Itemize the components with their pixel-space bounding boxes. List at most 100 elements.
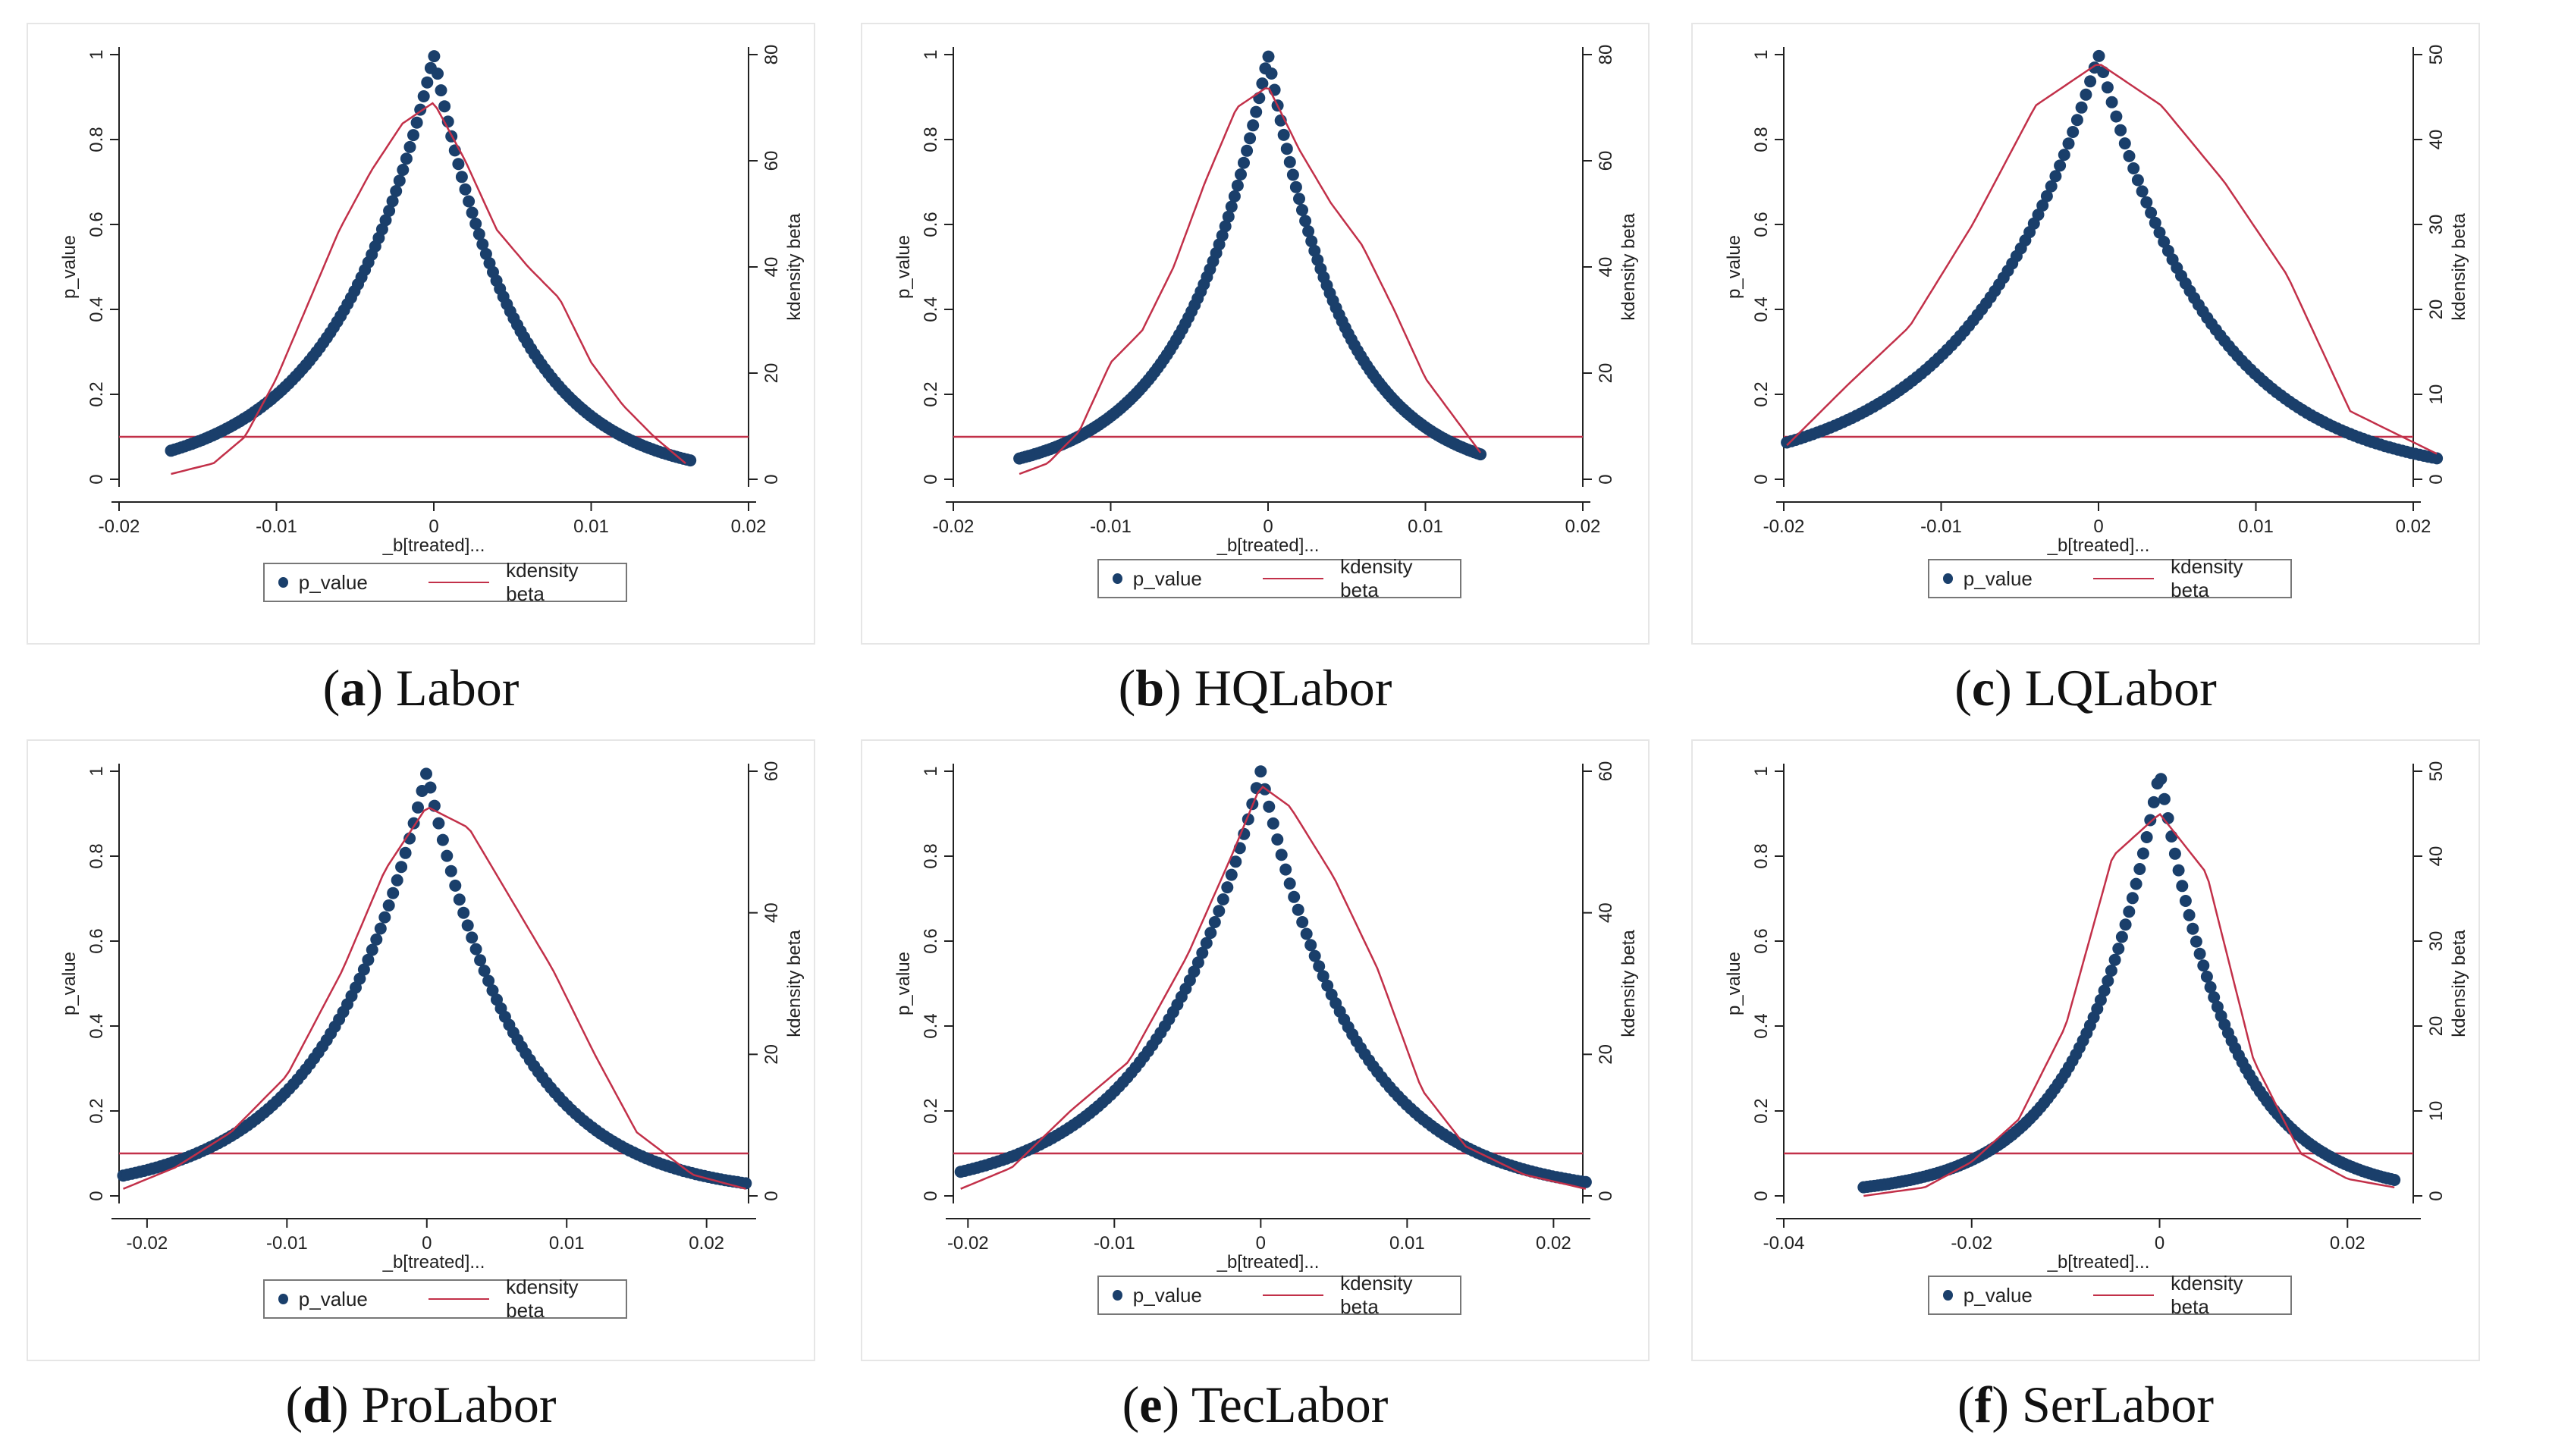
p-value-point	[1188, 965, 1201, 978]
caption-letter: f	[1974, 1376, 1992, 1433]
p-value-point	[474, 954, 487, 967]
p-value-point	[424, 781, 437, 794]
caption-f: (f) SerLabor	[1957, 1376, 2214, 1433]
x-tick-label: -0.04	[1763, 1233, 1805, 1254]
p-value-point	[1256, 77, 1269, 90]
y2-axis-title: kdensity beta	[2449, 213, 2469, 321]
p-value-point	[2136, 847, 2149, 860]
p-value-point	[1305, 235, 1318, 248]
legend-marker-kdensity	[428, 1298, 490, 1300]
p-value-point	[2094, 993, 2107, 1006]
kdensity-line	[123, 806, 746, 1190]
caption-letter: c	[1971, 659, 1995, 717]
p-value-point	[1263, 800, 1276, 813]
p-value-point	[403, 140, 416, 153]
legend-label-p-value: p_value	[298, 570, 368, 594]
p-value-point	[444, 864, 457, 877]
x-tick-label: -0.01	[256, 516, 297, 537]
p-value-point	[2067, 126, 2080, 138]
p-value-point	[684, 454, 697, 467]
p-value-point	[2123, 149, 2136, 162]
p-value-point	[1250, 105, 1263, 118]
y2-axis-title: kdensity beta	[784, 930, 805, 1037]
x-tick-label: 0.01	[1389, 1233, 1425, 1254]
p-value-point	[2119, 918, 2132, 931]
p-value-point	[432, 67, 444, 80]
p-value-point	[1238, 156, 1250, 169]
x-tick-label: 0.01	[2238, 516, 2274, 537]
p-value-point	[1219, 220, 1232, 233]
p-value-point	[379, 214, 392, 227]
x-axis-title: _b[treated]...	[1216, 1252, 1320, 1272]
caption-letter: a	[340, 659, 366, 717]
x-tick-label: 0.02	[1565, 516, 1601, 537]
x-tick-label: 0	[1263, 516, 1273, 537]
p-value-point	[1283, 155, 1296, 168]
p-value-point	[1271, 833, 1284, 846]
x-axis-title: _b[treated]...	[382, 535, 485, 556]
caption-e: (e) TecLabor	[1122, 1376, 1389, 1433]
x-tick-label: -0.02	[1951, 1233, 1992, 1254]
y2-tick-label: 20	[2426, 1016, 2447, 1037]
p-value-point	[2097, 66, 2110, 78]
p-value-point	[2070, 114, 2083, 127]
p-value-point	[482, 974, 495, 987]
x-tick-label: 0.02	[2396, 516, 2431, 537]
plot-f: 0 0.2 0.4 0.6 0.8 1 0 10 20 30 40 50 -0.04 -0.02 0 0.02…	[1691, 739, 2480, 1361]
y-tick-label: 0.6	[921, 212, 941, 237]
p-value-point	[2140, 831, 2153, 843]
y2-tick-label: 20	[761, 363, 782, 384]
p-value-point	[1254, 765, 1267, 778]
y-tick-label: 0	[921, 474, 941, 484]
x-tick-label: -0.01	[1094, 1233, 1135, 1254]
p-value-point	[472, 228, 485, 240]
y2-tick-label: 60	[761, 761, 782, 782]
panel-b: 0 0.2 0.4 0.6 0.8 1 0 20 40 60 80 -0.02 -0.01 0 0.01 0.…	[861, 23, 1695, 739]
p-value-point	[452, 158, 465, 171]
p-value-point	[1241, 144, 1254, 157]
x-tick-label: -0.01	[266, 1233, 308, 1254]
p-value-point	[2144, 814, 2157, 827]
p-value-point	[2155, 773, 2168, 786]
p-value-point	[2204, 981, 2217, 993]
p-value-point	[1200, 937, 1213, 949]
p-value-point	[1288, 890, 1301, 903]
p-value-point	[478, 965, 491, 977]
y2-axis-title: kdensity beta	[1618, 930, 1639, 1037]
y-axis-title: p_value	[1724, 235, 1744, 299]
y-tick-label: 0	[1751, 1191, 1772, 1200]
p-value-point	[486, 984, 499, 997]
y-tick-label: 0.8	[86, 843, 107, 868]
y2-tick-label: 40	[2426, 130, 2447, 150]
kdensity-line	[1863, 812, 2395, 1197]
y2-tick-label: 40	[2426, 846, 2447, 867]
plot-a: 0 0.2 0.4 0.6 0.8 1 0 20 40 60 80 -0.02 -0.01 0 0.01 0.…	[27, 23, 815, 645]
caption-letter: d	[303, 1376, 331, 1433]
p-value-point	[2179, 895, 2192, 907]
p-value-point	[2193, 947, 2206, 960]
chart-svg-a: 0 0.2 0.4 0.6 0.8 1 0 20 40 60 80 -0.02 -0.01 0 0.01 0.…	[59, 45, 805, 556]
p-value-point	[1289, 180, 1302, 193]
p-value-point	[1204, 927, 1217, 940]
y2-tick-label: 60	[1596, 151, 1616, 171]
p-value-point	[2112, 943, 2125, 955]
y2-axis-title: kdensity beta	[1618, 213, 1639, 321]
p-value-point	[1296, 204, 1308, 216]
plot-b: 0 0.2 0.4 0.6 0.8 1 0 20 40 60 80 -0.02 -0.01 0 0.01 0.…	[861, 23, 1650, 645]
x-tick-label: -0.02	[127, 1233, 168, 1254]
p-value-point	[2133, 863, 2146, 875]
y-tick-label: 1	[1751, 766, 1772, 776]
p-value-point	[1231, 179, 1244, 192]
p-value-point	[2105, 96, 2118, 108]
p-value-point	[2040, 190, 2053, 202]
p-value-point	[395, 861, 408, 874]
p-value-point	[1228, 190, 1241, 202]
p-value-point	[1293, 193, 1305, 206]
y2-tick-label: 40	[761, 257, 782, 278]
p-value-point	[438, 100, 451, 113]
y-axis-title: p_value	[59, 235, 80, 299]
y-tick-label: 0	[1751, 474, 1772, 484]
p-value-point	[2172, 864, 2185, 877]
p-value-point	[428, 50, 441, 63]
